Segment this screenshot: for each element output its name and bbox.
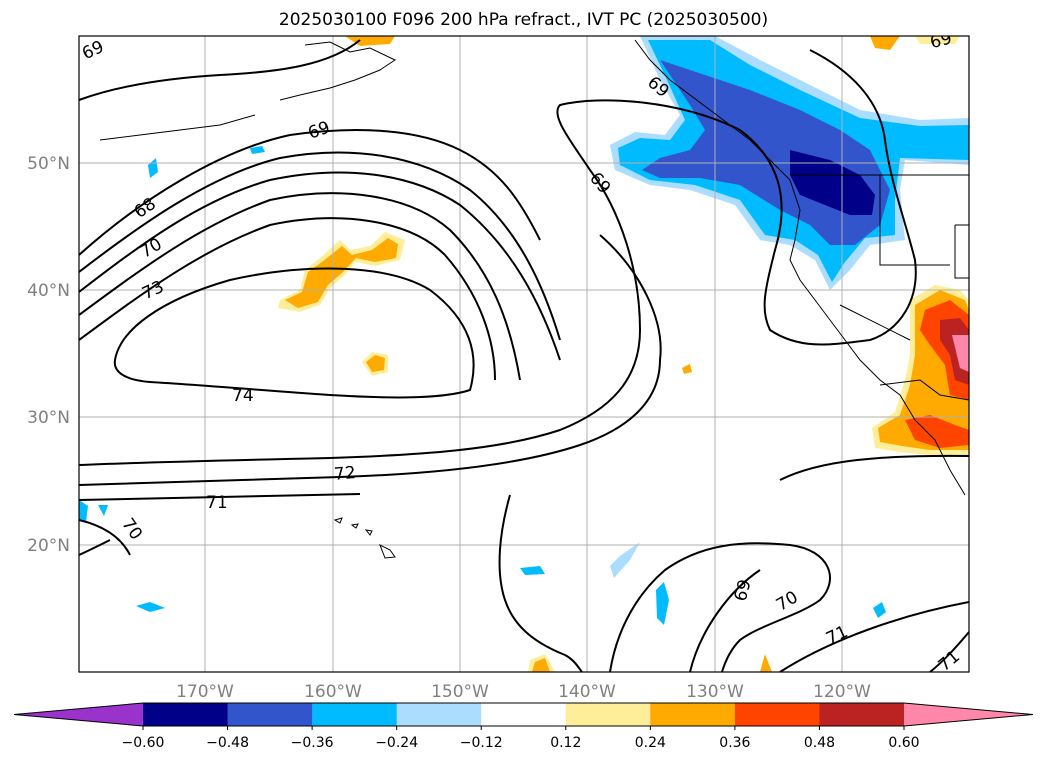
colorbar-segment [819, 703, 905, 726]
plot-title: 2025030100 F096 200 hPa refract., IVT PC… [278, 10, 769, 30]
longitude-labels: 170°W 160°W 150°W 140°W 130°W 120°W [176, 682, 871, 702]
colorbar-tick-label: 0.60 [888, 735, 919, 751]
lat-label: 40°N [27, 281, 70, 301]
colorbar-segment [312, 703, 398, 726]
colorbar-segment [650, 703, 736, 726]
colorbar-segment [565, 703, 651, 726]
colorbar-tick-label: 0.12 [550, 735, 581, 751]
lon-label: 150°W [431, 682, 489, 702]
colorbar-tick-label: −0.24 [375, 735, 418, 751]
colorbar-tick-label: 0.36 [719, 735, 750, 751]
lat-label: 30°N [27, 408, 70, 428]
ivt-negative-max [790, 150, 875, 215]
colorbar-tick-label: −0.60 [122, 735, 165, 751]
contour-label: 72 [333, 463, 356, 485]
colorbar-extend-low [14, 703, 143, 726]
colorbar-segment [734, 703, 820, 726]
colorbar-tick-label: −0.36 [291, 735, 334, 751]
coastlines [99, 39, 969, 559]
colorbar-tick-label: 0.48 [804, 735, 835, 751]
lon-label: 170°W [176, 682, 234, 702]
graticule [79, 36, 969, 672]
latitude-labels: 50°N 40°N 30°N 20°N [27, 154, 70, 556]
lat-label: 20°N [27, 536, 70, 556]
contour-label: 69 [928, 28, 954, 53]
lon-label: 140°W [558, 682, 616, 702]
map-frame [78, 35, 970, 673]
lat-label: 50°N [27, 154, 70, 174]
colorbar-tick-label: 0.24 [635, 735, 666, 751]
contour-label: 74 [232, 386, 254, 406]
lon-label: 120°W [813, 682, 871, 702]
colorbar-segment [481, 703, 567, 726]
colorbar-segment [396, 703, 482, 726]
colorbar-tick-label: −0.48 [206, 735, 249, 751]
colorbar-segment [143, 703, 229, 726]
ivt-shading [79, 36, 969, 672]
colorbar-extend-high [904, 703, 1033, 726]
lon-label: 130°W [686, 682, 744, 702]
colorbar-segment [227, 703, 313, 726]
refractivity-contours [79, 39, 969, 672]
contour-label: 71 [206, 493, 228, 513]
colorbar-tick-label: −0.12 [460, 735, 503, 751]
colorbar: −0.60 −0.48 −0.36 −0.24 −0.12 0.12 0.24 0.36 0.4… [13, 702, 1034, 751]
lon-label: 160°W [304, 682, 362, 702]
